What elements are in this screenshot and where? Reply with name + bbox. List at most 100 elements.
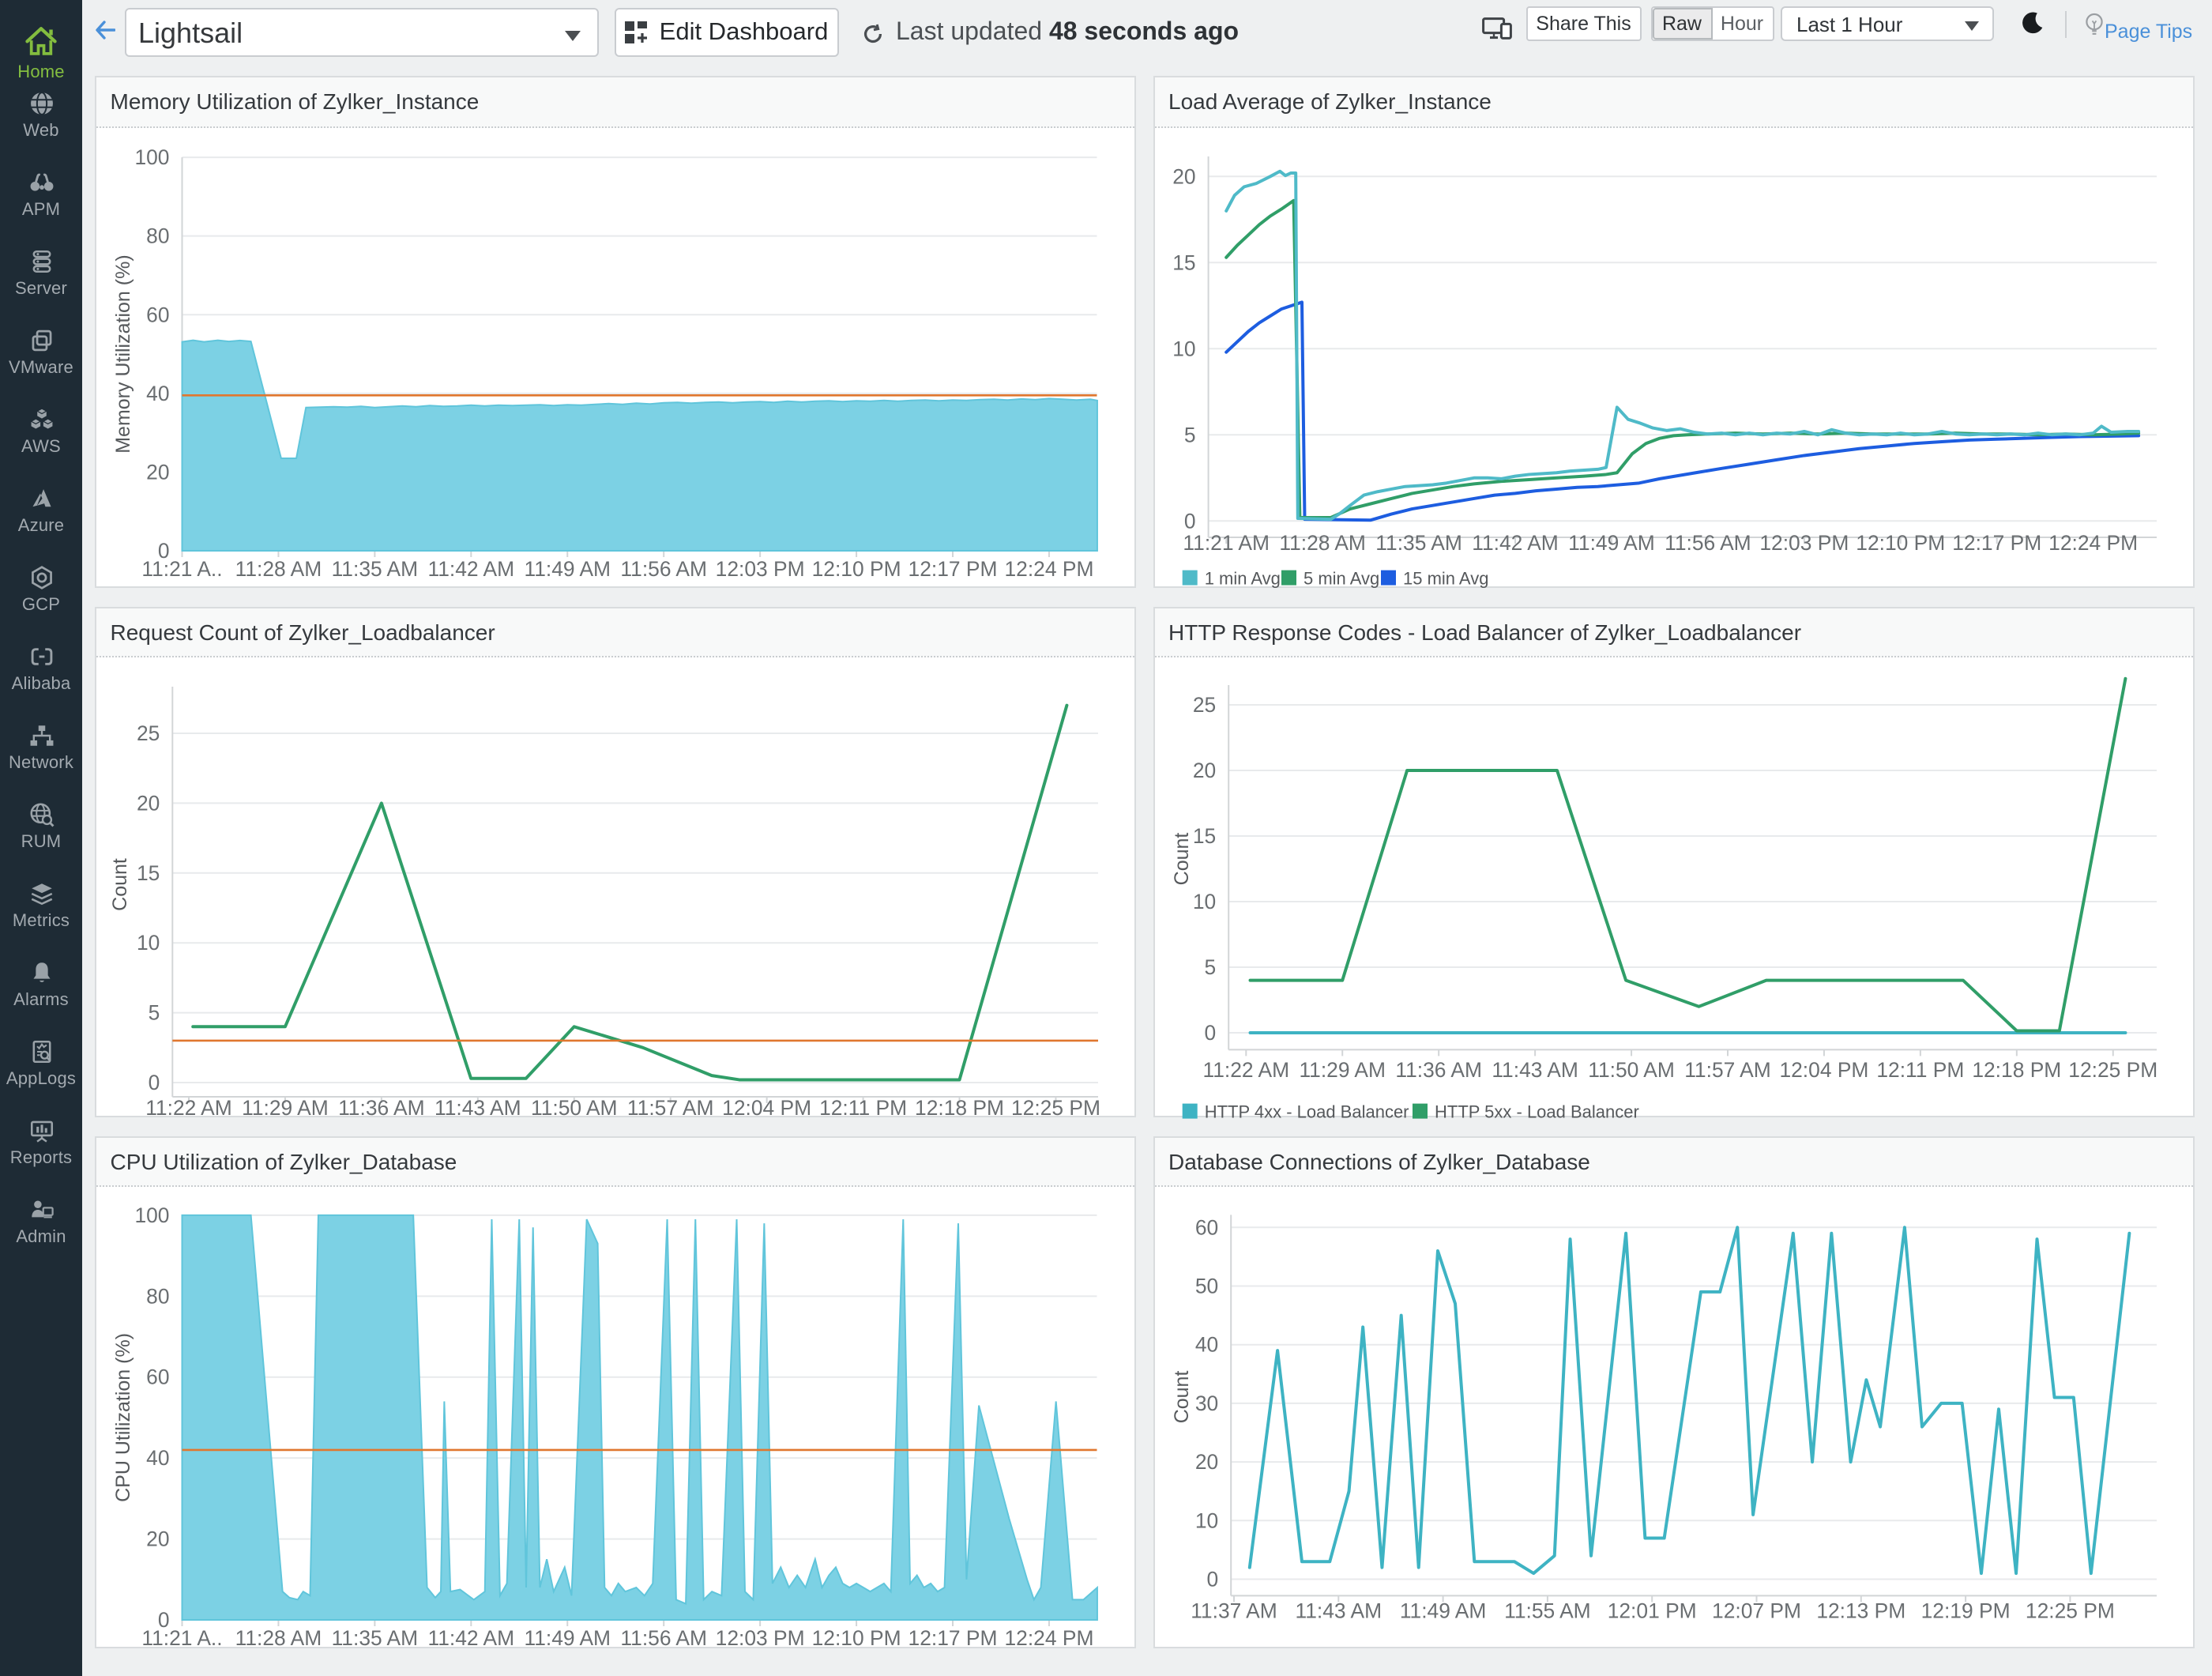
svg-text:0: 0: [158, 540, 170, 563]
svg-text:20: 20: [147, 461, 170, 484]
svg-text:20: 20: [147, 1527, 170, 1550]
svg-text:12:13 PM: 12:13 PM: [1816, 1599, 1905, 1622]
svg-text:20: 20: [1193, 758, 1216, 782]
svg-text:0: 0: [158, 1608, 170, 1632]
svg-text:40: 40: [147, 1446, 170, 1470]
svg-text:11:43 AM: 11:43 AM: [435, 1095, 522, 1118]
svg-text:12:04 PM: 12:04 PM: [723, 1095, 812, 1118]
svg-text:5: 5: [1205, 955, 1217, 978]
svg-text:11:29 AM: 11:29 AM: [1299, 1057, 1386, 1081]
svg-text:12:10 PM: 12:10 PM: [1856, 532, 1945, 556]
svg-text:11:37 AM: 11:37 AM: [1191, 1599, 1277, 1622]
svg-text:15: 15: [1193, 823, 1216, 847]
svg-text:12:24 PM: 12:24 PM: [1005, 558, 1094, 582]
svg-text:11:42 AM: 11:42 AM: [1472, 532, 1559, 556]
svg-text:25: 25: [1193, 692, 1216, 716]
svg-text:12:10 PM: 12:10 PM: [812, 1626, 901, 1648]
svg-text:CPU Utilization (%): CPU Utilization (%): [113, 1333, 135, 1502]
svg-text:20: 20: [137, 790, 160, 814]
svg-text:12:24 PM: 12:24 PM: [2048, 532, 2138, 556]
svg-text:20: 20: [1195, 1450, 1218, 1474]
svg-text:60: 60: [1195, 1215, 1218, 1239]
svg-text:12:25 PM: 12:25 PM: [2026, 1599, 2115, 1622]
svg-text:11:28 AM: 11:28 AM: [1279, 532, 1366, 556]
svg-text:11:21 A..: 11:21 A..: [142, 1626, 223, 1648]
svg-text:11:57 AM: 11:57 AM: [627, 1095, 714, 1118]
svg-text:12:25 PM: 12:25 PM: [2068, 1057, 2157, 1081]
svg-text:12:17 PM: 12:17 PM: [908, 558, 998, 582]
svg-text:15: 15: [1172, 251, 1195, 275]
svg-text:12:24 PM: 12:24 PM: [1005, 1626, 1094, 1648]
svg-text:10: 10: [1193, 889, 1216, 913]
svg-text:12:11 PM: 12:11 PM: [820, 1095, 908, 1118]
svg-text:11:49 AM: 11:49 AM: [1568, 532, 1655, 556]
svg-text:11:22 AM: 11:22 AM: [1203, 1057, 1290, 1081]
svg-text:12:04 PM: 12:04 PM: [1779, 1057, 1868, 1081]
svg-text:40: 40: [147, 382, 170, 406]
svg-text:10: 10: [1172, 337, 1195, 361]
svg-text:11:49 AM: 11:49 AM: [525, 558, 611, 582]
svg-text:10: 10: [1195, 1508, 1218, 1532]
svg-text:0: 0: [149, 1070, 160, 1094]
svg-text:11:56 AM: 11:56 AM: [1665, 532, 1751, 556]
svg-text:0: 0: [1184, 510, 1196, 533]
svg-text:11:43 AM: 11:43 AM: [1296, 1599, 1382, 1622]
svg-text:80: 80: [147, 224, 170, 248]
svg-text:30: 30: [1195, 1391, 1218, 1414]
svg-text:11:57 AM: 11:57 AM: [1684, 1057, 1771, 1081]
svg-text:12:17 PM: 12:17 PM: [908, 1626, 998, 1648]
svg-text:11:35 AM: 11:35 AM: [1375, 532, 1462, 556]
svg-text:Memory Utilization (%): Memory Utilization (%): [113, 255, 135, 454]
svg-text:11:56 AM: 11:56 AM: [621, 558, 708, 582]
svg-text:60: 60: [147, 1365, 170, 1388]
svg-text:12:18 PM: 12:18 PM: [916, 1095, 1005, 1118]
svg-text:11:21 A..: 11:21 A..: [142, 558, 223, 582]
svg-text:12:25 PM: 12:25 PM: [1011, 1095, 1100, 1118]
svg-text:100: 100: [135, 146, 170, 170]
svg-text:12:07 PM: 12:07 PM: [1712, 1599, 1801, 1622]
svg-text:12:11 PM: 12:11 PM: [1876, 1057, 1964, 1081]
svg-text:25: 25: [137, 721, 160, 744]
svg-text:15: 15: [137, 861, 160, 884]
svg-text:5: 5: [1184, 424, 1196, 447]
svg-text:HTTP 4xx - Load Balancer: HTTP 4xx - Load Balancer: [1205, 1102, 1409, 1118]
svg-text:12:01 PM: 12:01 PM: [1608, 1599, 1697, 1622]
svg-text:Count: Count: [1171, 832, 1193, 885]
svg-text:12:10 PM: 12:10 PM: [812, 558, 901, 582]
svg-text:11:43 AM: 11:43 AM: [1492, 1057, 1578, 1081]
svg-text:12:03 PM: 12:03 PM: [716, 558, 805, 582]
svg-text:12:18 PM: 12:18 PM: [1972, 1057, 2061, 1081]
svg-text:11:35 AM: 11:35 AM: [332, 558, 419, 582]
svg-text:12:17 PM: 12:17 PM: [1952, 532, 2041, 556]
svg-text:HTTP 5xx - Load Balancer: HTTP 5xx - Load Balancer: [1435, 1102, 1639, 1118]
svg-text:11:49 AM: 11:49 AM: [1400, 1599, 1487, 1622]
svg-text:15 min Avg: 15 min Avg: [1403, 569, 1488, 588]
svg-text:11:50 AM: 11:50 AM: [531, 1095, 618, 1118]
svg-text:11:42 AM: 11:42 AM: [428, 558, 515, 582]
svg-text:11:21 AM: 11:21 AM: [1183, 532, 1270, 556]
svg-text:60: 60: [147, 303, 170, 327]
svg-text:12:03 PM: 12:03 PM: [1759, 532, 1849, 556]
svg-text:11:22 AM: 11:22 AM: [146, 1095, 233, 1118]
svg-text:11:42 AM: 11:42 AM: [428, 1626, 515, 1648]
svg-text:11:28 AM: 11:28 AM: [235, 1626, 322, 1648]
svg-text:5: 5: [149, 1000, 160, 1024]
svg-text:100: 100: [135, 1203, 170, 1226]
svg-text:11:50 AM: 11:50 AM: [1588, 1057, 1675, 1081]
svg-text:Count: Count: [1171, 1370, 1193, 1423]
svg-text:11:29 AM: 11:29 AM: [243, 1095, 329, 1118]
svg-text:20: 20: [1172, 165, 1195, 189]
svg-text:11:36 AM: 11:36 AM: [339, 1095, 426, 1118]
svg-text:12:03 PM: 12:03 PM: [716, 1626, 805, 1648]
svg-text:11:49 AM: 11:49 AM: [525, 1626, 611, 1648]
svg-text:80: 80: [147, 1284, 170, 1308]
svg-text:40: 40: [1195, 1332, 1218, 1356]
svg-text:11:35 AM: 11:35 AM: [332, 1626, 419, 1648]
svg-text:12:19 PM: 12:19 PM: [1921, 1599, 2011, 1622]
svg-text:5 min Avg: 5 min Avg: [1304, 569, 1379, 588]
svg-text:0: 0: [1205, 1020, 1217, 1044]
svg-text:11:55 AM: 11:55 AM: [1504, 1599, 1591, 1622]
svg-text:11:56 AM: 11:56 AM: [621, 1626, 708, 1648]
svg-text:Count: Count: [110, 857, 132, 910]
svg-text:11:28 AM: 11:28 AM: [235, 558, 322, 582]
